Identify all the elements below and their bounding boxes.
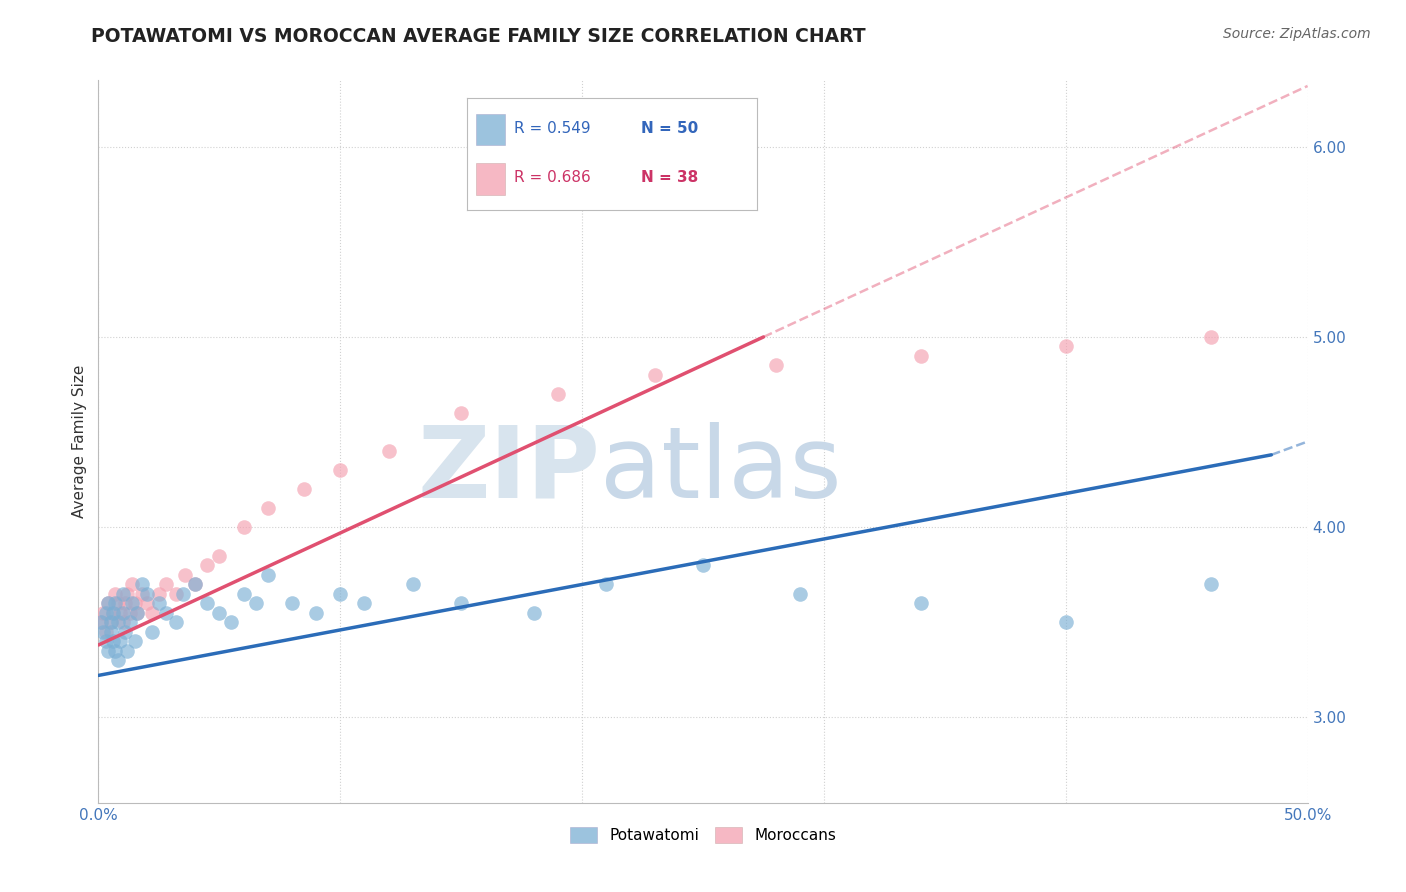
Point: [910, 596, 932, 610]
Point: [117, 587, 139, 601]
Point: [127, 606, 149, 620]
Point: [104, 643, 127, 657]
Point: [131, 587, 153, 601]
Point: [121, 596, 143, 610]
Point: [165, 587, 187, 601]
Point: [292, 482, 315, 496]
Point: [91, 624, 114, 639]
Point: [353, 596, 375, 610]
Point: [118, 606, 141, 620]
Point: [131, 577, 153, 591]
Point: [256, 567, 278, 582]
Point: [208, 606, 231, 620]
Point: [127, 606, 149, 620]
Point: [114, 596, 136, 610]
Point: [141, 624, 163, 639]
Point: [1054, 615, 1077, 629]
Point: [101, 606, 124, 620]
Point: [402, 577, 425, 591]
Point: [100, 615, 122, 629]
Text: ZIP: ZIP: [418, 422, 600, 519]
Point: [195, 596, 218, 610]
Point: [107, 653, 129, 667]
Point: [281, 596, 304, 610]
Point: [377, 444, 399, 458]
Point: [124, 634, 146, 648]
Text: atlas: atlas: [600, 422, 842, 519]
Point: [90, 615, 112, 629]
Point: [97, 596, 120, 610]
Point: [329, 463, 352, 477]
Point: [90, 615, 112, 629]
Point: [141, 606, 163, 620]
Point: [107, 596, 129, 610]
Text: Source: ZipAtlas.com: Source: ZipAtlas.com: [1223, 27, 1371, 41]
Point: [104, 587, 127, 601]
Point: [523, 606, 546, 620]
Point: [221, 615, 243, 629]
Point: [184, 577, 207, 591]
Point: [172, 587, 194, 601]
Text: POTAWATOMI VS MOROCCAN AVERAGE FAMILY SIZE CORRELATION CHART: POTAWATOMI VS MOROCCAN AVERAGE FAMILY SI…: [91, 27, 866, 45]
Point: [155, 606, 177, 620]
Point: [104, 596, 127, 610]
Point: [232, 587, 254, 601]
Point: [1199, 330, 1222, 344]
Point: [910, 349, 932, 363]
Point: [1199, 577, 1222, 591]
Point: [121, 577, 143, 591]
Point: [245, 596, 267, 610]
Point: [155, 577, 177, 591]
Point: [117, 643, 139, 657]
Legend: Potawatomi, Moroccans: Potawatomi, Moroccans: [564, 822, 842, 849]
Point: [114, 624, 136, 639]
Point: [208, 549, 231, 563]
Point: [184, 577, 207, 591]
Point: [135, 596, 157, 610]
Point: [118, 615, 141, 629]
Y-axis label: Average Family Size: Average Family Size: [72, 365, 87, 518]
Point: [100, 615, 122, 629]
Point: [100, 624, 122, 639]
Point: [232, 520, 254, 534]
Point: [94, 634, 117, 648]
Point: [111, 606, 134, 620]
Point: [97, 643, 120, 657]
Point: [97, 596, 120, 610]
Point: [94, 624, 117, 639]
Point: [692, 558, 714, 573]
Point: [111, 615, 134, 629]
Point: [174, 567, 197, 582]
Point: [165, 615, 187, 629]
Point: [94, 606, 117, 620]
Point: [195, 558, 218, 573]
Point: [148, 587, 170, 601]
Point: [329, 587, 352, 601]
Point: [1054, 339, 1077, 353]
Point: [101, 606, 124, 620]
Point: [111, 587, 134, 601]
Point: [789, 587, 811, 601]
Point: [148, 596, 170, 610]
Point: [305, 606, 328, 620]
Point: [256, 501, 278, 516]
Point: [765, 359, 787, 373]
Point: [595, 577, 617, 591]
Point: [108, 606, 131, 620]
Point: [91, 606, 114, 620]
Point: [108, 634, 131, 648]
Point: [450, 406, 472, 420]
Point: [450, 596, 472, 610]
Point: [101, 634, 124, 648]
Point: [124, 596, 146, 610]
Point: [135, 587, 157, 601]
Point: [644, 368, 666, 382]
Point: [107, 615, 129, 629]
Point: [547, 387, 569, 401]
